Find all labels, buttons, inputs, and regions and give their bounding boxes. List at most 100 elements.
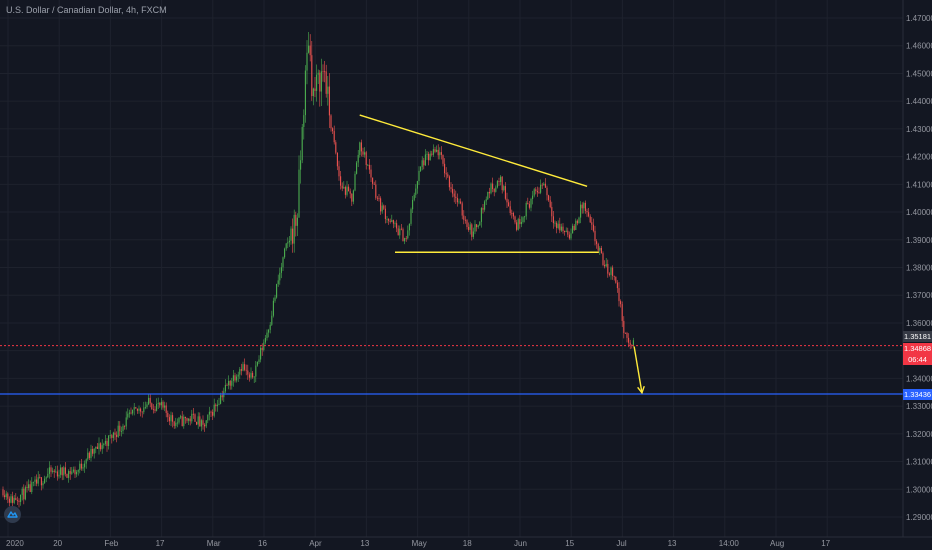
candle-body [394, 223, 396, 225]
candle-body [484, 201, 486, 210]
candle-body [264, 338, 266, 343]
target-price-badge: 1.33436 [903, 388, 932, 400]
candle-body [543, 183, 545, 186]
candle-body [498, 181, 500, 182]
candle-body [181, 416, 183, 427]
candle-body [274, 297, 276, 301]
candle-body [39, 477, 41, 478]
candle-body [95, 446, 97, 449]
candle-body [610, 267, 612, 275]
candle-body [16, 500, 18, 501]
candle-body [192, 413, 194, 415]
candle-body [229, 380, 231, 386]
candle-body [40, 477, 42, 486]
candle-body [20, 494, 22, 502]
candle-body [47, 473, 49, 478]
candle-body [535, 189, 537, 191]
candle-body [207, 414, 209, 421]
candle-body [277, 280, 279, 285]
candle-body [592, 224, 594, 231]
tradingview-logo-icon[interactable] [4, 506, 21, 523]
candle-body [12, 496, 14, 503]
candle-body [525, 202, 527, 217]
candle-body [490, 183, 492, 194]
candle-body [84, 463, 86, 468]
candle-body [348, 186, 350, 192]
candle-body [288, 240, 290, 243]
candle-body [90, 448, 92, 459]
candle-body [160, 401, 162, 406]
candle-body [519, 219, 521, 225]
candle-body [340, 176, 342, 186]
candle-body [186, 418, 188, 421]
candle-body [450, 187, 452, 189]
candle-body [68, 471, 70, 478]
candle-body [410, 209, 412, 224]
candle-body [285, 243, 287, 249]
candle-body [380, 198, 382, 212]
candle-body [488, 191, 490, 194]
candle-body [458, 201, 460, 203]
candle-body [189, 418, 191, 422]
candle-body [226, 384, 228, 386]
projection-arrow[interactable] [633, 346, 643, 393]
candle-body [88, 452, 90, 459]
candle-body [255, 365, 257, 377]
candle-body [124, 425, 126, 427]
candle-body [80, 463, 82, 469]
candle-body [588, 212, 590, 217]
x-tick-label: Mar [207, 539, 221, 548]
candle-body [44, 478, 46, 484]
candle-body [472, 231, 474, 237]
candle-body [253, 376, 255, 378]
candle-body [247, 370, 249, 375]
candle-body [239, 369, 241, 375]
candle-body [135, 407, 137, 409]
candle-body [365, 152, 367, 165]
candle-body [303, 115, 305, 127]
candle-body [423, 160, 425, 166]
candle-body [56, 471, 58, 477]
candle-body [581, 204, 583, 209]
candle-body [117, 425, 119, 437]
candle-body [605, 263, 607, 267]
candle-body [336, 152, 338, 167]
candle-body [373, 183, 375, 185]
descending-trendline[interactable] [359, 114, 588, 187]
candle-body [370, 169, 372, 178]
candle-body [532, 195, 534, 199]
candle-body [280, 267, 282, 273]
candle-body [616, 282, 618, 289]
candle-body [55, 471, 57, 473]
candle-body [360, 142, 362, 152]
candle-body [276, 284, 278, 298]
candle-body [575, 220, 577, 230]
candle-body [31, 482, 33, 493]
candle-body [98, 443, 100, 449]
y-tick-label: 1.36000 [906, 319, 932, 328]
candle-body [312, 88, 314, 97]
candle-body [112, 432, 114, 438]
y-tick-label: 1.46000 [906, 42, 932, 51]
candle-body [351, 193, 353, 202]
candle-body [127, 413, 129, 418]
candle-body [615, 276, 617, 283]
candle-body [469, 224, 471, 230]
candle-body [352, 190, 354, 202]
candle-body [290, 228, 292, 241]
candle-body [504, 186, 506, 199]
candle-body [13, 497, 15, 503]
candle-body [21, 488, 23, 495]
candle-body [164, 405, 166, 408]
candle-body [175, 422, 177, 426]
candle-body [341, 185, 343, 189]
candle-body [296, 217, 298, 226]
candle-body [208, 411, 210, 415]
candle-body [64, 467, 66, 474]
candle-body [405, 238, 407, 239]
candle-body [349, 191, 351, 194]
candle-body [328, 86, 330, 116]
candle-body [69, 471, 71, 474]
y-tick-label: 1.42000 [906, 153, 932, 162]
